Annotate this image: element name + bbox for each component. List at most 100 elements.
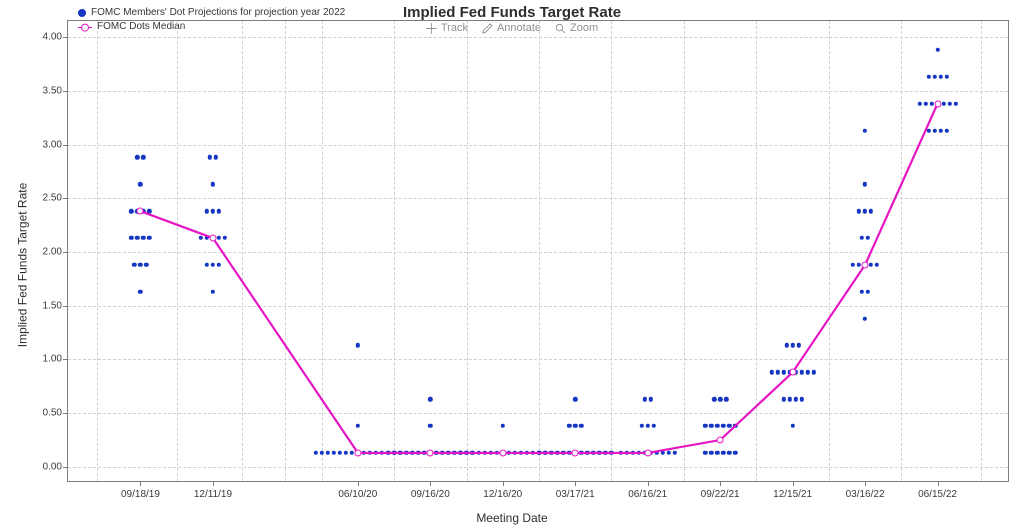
legend-dot-swatch: [78, 9, 86, 17]
data-dot: [953, 102, 957, 106]
y-tick-label: 1.50: [43, 300, 68, 311]
data-dot: [793, 397, 797, 401]
x-tick-label: 06/15/22: [918, 481, 957, 500]
data-dot: [320, 451, 324, 455]
legend-item-dots: FOMC Members' Dot Projections for projec…: [78, 6, 345, 20]
y-tick-label: 0.50: [43, 408, 68, 419]
data-dot: [666, 451, 670, 455]
data-dot: [211, 182, 215, 186]
data-dot: [781, 397, 785, 401]
data-dot: [721, 451, 725, 455]
y-tick-label: 4.00: [43, 32, 68, 43]
median-marker: [862, 261, 869, 268]
y-tick-label: 0.00: [43, 461, 68, 472]
median-marker: [572, 449, 579, 456]
chart-container: Implied Fed Funds Target Rate Track Anno…: [0, 0, 1024, 529]
data-dot: [147, 236, 151, 240]
data-dot: [857, 209, 861, 213]
data-dot: [917, 102, 921, 106]
data-dot: [138, 182, 142, 186]
x-tick-label: 03/16/22: [846, 481, 885, 500]
x-tick-label: 03/17/21: [556, 481, 595, 500]
data-dot: [947, 102, 951, 106]
x-tick-label: 09/16/20: [411, 481, 450, 500]
x-tick-label: 09/18/19: [121, 481, 160, 500]
x-tick-label: 12/11/19: [194, 481, 232, 500]
data-dot: [784, 343, 788, 347]
y-tick-label: 2.00: [43, 247, 68, 258]
data-dot: [926, 75, 930, 79]
data-dot: [642, 397, 646, 401]
gridline-horizontal: [68, 252, 1008, 253]
gridline-horizontal: [68, 413, 1008, 414]
data-dot: [938, 128, 942, 132]
gridline-vertical: [539, 21, 540, 481]
y-tick-label: 1.00: [43, 354, 68, 365]
median-marker: [354, 449, 361, 456]
median-marker: [137, 208, 144, 215]
y-axis-label: Implied Fed Funds Target Rate: [15, 182, 29, 347]
data-dot: [724, 397, 728, 401]
y-tick-label: 3.00: [43, 139, 68, 150]
data-dot: [129, 209, 133, 213]
gridline-vertical: [611, 21, 612, 481]
data-dot: [651, 424, 655, 428]
data-dot: [944, 75, 948, 79]
data-dot: [781, 370, 785, 374]
plot-area[interactable]: 0.000.501.001.502.002.503.003.504.0009/1…: [67, 20, 1009, 482]
gridline-horizontal: [68, 306, 1008, 307]
data-dot: [703, 424, 707, 428]
legend-dots-label: FOMC Members' Dot Projections for projec…: [91, 6, 345, 20]
data-dot: [639, 424, 643, 428]
data-dot: [866, 236, 870, 240]
data-dot: [356, 343, 360, 347]
data-dot: [860, 290, 864, 294]
data-dot: [205, 209, 209, 213]
data-dot: [851, 263, 855, 267]
gridline-vertical: [756, 21, 757, 481]
data-dot: [863, 316, 867, 320]
data-dot: [645, 424, 649, 428]
data-dot: [138, 290, 142, 294]
gridline-vertical: [684, 21, 685, 481]
data-dot: [326, 451, 330, 455]
data-dot: [799, 397, 803, 401]
data-dot: [144, 263, 148, 267]
data-dot: [941, 102, 945, 106]
data-dot: [211, 263, 215, 267]
data-dot: [869, 263, 873, 267]
data-dot: [787, 397, 791, 401]
data-dot: [715, 424, 719, 428]
data-dot: [147, 209, 151, 213]
data-dot: [344, 451, 348, 455]
data-dot: [223, 236, 227, 240]
data-dot: [428, 397, 432, 401]
data-dot: [718, 397, 722, 401]
data-dot: [314, 451, 318, 455]
data-dot: [790, 424, 794, 428]
median-marker: [427, 449, 434, 456]
x-tick-label: 12/15/21: [773, 481, 812, 500]
data-dot: [579, 424, 583, 428]
data-dot: [863, 209, 867, 213]
data-dot: [567, 424, 571, 428]
data-dot: [428, 424, 432, 428]
gridline-vertical: [981, 21, 982, 481]
data-dot: [715, 451, 719, 455]
data-dot: [727, 424, 731, 428]
data-dot: [703, 451, 707, 455]
gridline-vertical: [467, 21, 468, 481]
data-dot: [356, 424, 360, 428]
gridline-vertical: [394, 21, 395, 481]
median-marker: [499, 449, 506, 456]
x-tick-label: 06/10/20: [338, 481, 377, 500]
data-dot: [721, 424, 725, 428]
data-dot: [338, 451, 342, 455]
gridline-horizontal: [68, 467, 1008, 468]
data-dot: [932, 75, 936, 79]
data-dot: [775, 370, 779, 374]
data-dot: [790, 343, 794, 347]
data-dot: [129, 236, 133, 240]
data-dot: [805, 370, 809, 374]
data-dot: [869, 209, 873, 213]
